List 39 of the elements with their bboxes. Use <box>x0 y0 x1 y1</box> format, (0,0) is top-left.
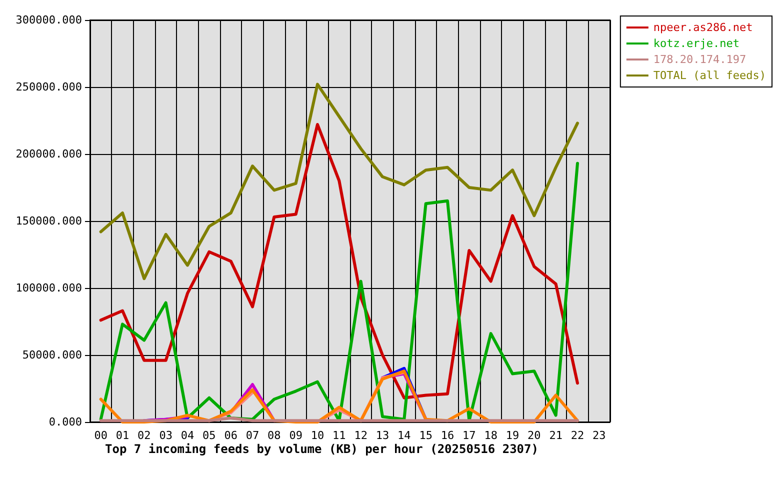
y-tick-label: 250000.000 <box>16 80 82 94</box>
x-tick-label: 18 <box>484 429 498 442</box>
x-tick-label: 21 <box>549 429 562 442</box>
x-tick-label: 20 <box>528 429 541 442</box>
x-tick-label: 05 <box>202 429 216 442</box>
x-tick-label: 09 <box>289 429 302 442</box>
text: Top 7 incoming feeds by volume (KB) per hour (20250516 2307) <box>105 442 538 456</box>
x-tick-label: 07 <box>246 429 260 442</box>
x-tick-label: 04 <box>180 429 194 442</box>
x-tick-label: 03 <box>159 429 172 442</box>
line-series <box>99 123 579 400</box>
x-tick-label: 12 <box>354 429 368 442</box>
y-tick-label: 100000.000 <box>16 282 82 294</box>
y-tick-label: 150000.000 <box>16 214 82 228</box>
x-tick-label: 22 <box>570 429 584 442</box>
x-tick-label: 14 <box>398 429 412 442</box>
line-series <box>99 162 579 422</box>
x-tick-label: 17 <box>462 429 476 442</box>
x-tick-label: 11 <box>332 429 346 442</box>
legend-label: kotz.erje.net <box>653 37 740 50</box>
y-tick-label: 300000.000 <box>16 14 82 26</box>
x-tick-label: 02 <box>138 429 151 442</box>
y-tick-label: 0.000 <box>48 416 82 428</box>
legend-label: npeer.as286.net <box>653 21 753 34</box>
x-tick-label: 01 <box>116 429 130 442</box>
x-tick-label: 23 <box>592 429 606 442</box>
x-tick-label: 19 <box>506 429 520 442</box>
y-tick-label: 200000.000 <box>16 148 82 160</box>
x-tick-label: 06 <box>224 429 238 442</box>
x-tick-label: 10 <box>310 429 324 442</box>
line-series <box>99 82 579 280</box>
x-tick-label: 16 <box>440 429 454 442</box>
x-tick-label: 13 <box>376 429 390 442</box>
x-tick-label: 15 <box>419 429 432 442</box>
legend-label: 178.20.174.197 <box>653 53 746 66</box>
y-tick-label: 50000.000 <box>22 348 82 362</box>
legend-label: TOTAL (all feeds) <box>653 69 766 82</box>
x-tick-label: 00 <box>94 429 108 442</box>
x-tick-label: 08 <box>268 429 281 442</box>
